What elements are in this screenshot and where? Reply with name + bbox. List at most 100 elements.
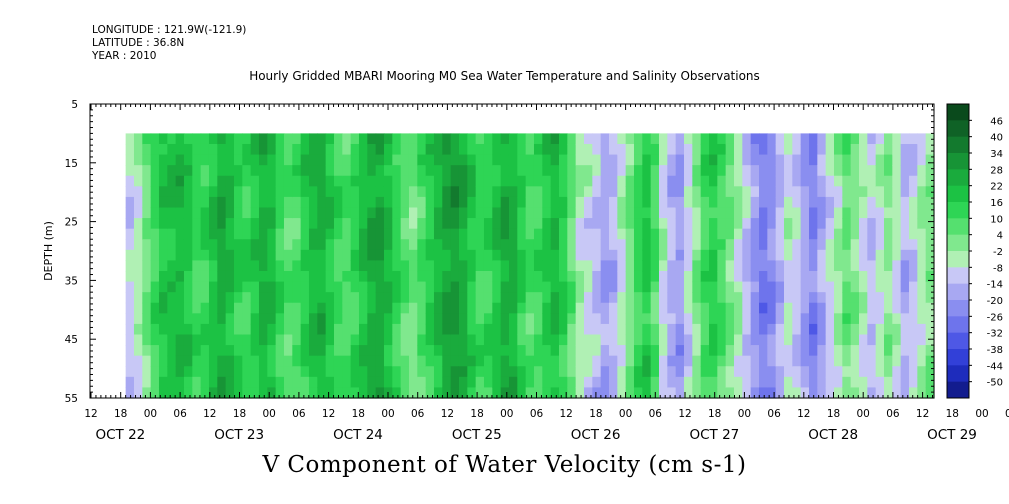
heat-cell [583, 270, 593, 283]
heat-cell [809, 207, 818, 219]
heat-cell [375, 196, 385, 209]
heat-cell [208, 292, 218, 304]
heat-cell [508, 345, 518, 357]
heat-cell [692, 334, 702, 346]
heat-cell [650, 228, 660, 240]
heat-cell [392, 334, 402, 346]
heat-cell [275, 239, 285, 251]
heat-cell [217, 355, 227, 367]
heat-cell [208, 196, 218, 209]
heat-cell [150, 228, 160, 240]
heat-cell [642, 154, 652, 166]
heat-cell [542, 165, 552, 177]
heat-cell [483, 260, 493, 272]
heat-cell [809, 292, 818, 304]
heat-cell [492, 313, 502, 325]
heat-cell [642, 345, 652, 357]
heat-cell [642, 218, 652, 230]
heat-cell [417, 302, 427, 314]
x-date-label: OCT 23 [214, 427, 264, 443]
heat-cell [683, 228, 693, 240]
heat-cell [633, 218, 643, 230]
heat-cell [675, 355, 685, 367]
heat-cell [917, 302, 927, 314]
x-hour-tick-label: 12 [560, 408, 573, 420]
heat-cell [742, 207, 752, 219]
heat-cell [325, 239, 335, 251]
heat-cell [725, 334, 735, 346]
heat-cell [375, 143, 385, 156]
heat-cell [425, 165, 435, 177]
heat-cell [508, 281, 518, 293]
heat-cell [700, 228, 710, 240]
heat-cell [217, 387, 227, 399]
heat-cell [658, 239, 668, 251]
heat-cell [617, 133, 627, 145]
heat-cell [658, 302, 668, 314]
heat-cell [633, 175, 643, 187]
colorbar-swatch [947, 316, 969, 334]
heat-cell [158, 133, 168, 145]
heat-cell [525, 207, 535, 219]
heat-cell [475, 249, 485, 261]
heat-cell [417, 218, 427, 230]
heat-cell [508, 186, 518, 198]
heat-cell [800, 186, 810, 198]
heat-cell [250, 334, 260, 346]
heat-cell [192, 239, 202, 251]
heat-cell [492, 165, 502, 177]
heat-cell [884, 323, 893, 336]
heat-cell [283, 376, 293, 389]
heat-cell [867, 313, 877, 325]
heat-cell [383, 207, 393, 219]
heat-cell [850, 260, 860, 272]
heat-cell [517, 376, 527, 389]
heat-cell [208, 175, 218, 187]
heat-cell [658, 270, 668, 283]
heat-cell [367, 366, 377, 378]
heat-cell [709, 133, 718, 145]
heat-cell [233, 355, 243, 367]
heat-cell [183, 239, 193, 251]
heat-cell [592, 345, 602, 357]
x-hour-tick-label: 12 [678, 408, 691, 420]
heat-cell [717, 207, 727, 219]
heat-cell [208, 376, 218, 389]
heat-cell [325, 175, 335, 187]
heat-cell [875, 260, 885, 272]
heat-cell [608, 165, 618, 177]
heat-cell [884, 387, 893, 399]
heat-cell [158, 345, 168, 357]
heat-cell [792, 143, 802, 156]
heat-cell [350, 323, 360, 336]
heat-cell [367, 355, 377, 367]
heat-cell [775, 133, 785, 145]
heat-cell [283, 249, 293, 261]
heat-cell [158, 376, 168, 389]
heat-cell [567, 133, 577, 145]
heat-cell [650, 239, 660, 251]
heat-cell [183, 154, 193, 166]
heat-cell [542, 143, 552, 156]
heat-cell [392, 133, 402, 145]
heat-cell [450, 165, 460, 177]
heat-cell [300, 196, 310, 209]
heat-cell [275, 207, 285, 219]
heat-cell [250, 207, 260, 219]
heat-cell [250, 323, 260, 336]
heat-cell [633, 196, 643, 209]
heat-cell [859, 133, 868, 145]
heat-cell [734, 186, 743, 198]
heat-cell [700, 323, 710, 336]
x-date-label: OCT 26 [571, 427, 621, 443]
colorbar-swatch [947, 202, 969, 219]
heat-cell [458, 292, 468, 304]
heat-cell [625, 260, 635, 272]
heat-cell [625, 249, 635, 261]
heat-cell [575, 186, 585, 198]
heat-cell [425, 345, 435, 357]
heat-cell [650, 376, 660, 389]
y-tick-label: 25 [65, 217, 78, 229]
heat-cell [533, 376, 543, 389]
heat-cell [367, 154, 377, 166]
